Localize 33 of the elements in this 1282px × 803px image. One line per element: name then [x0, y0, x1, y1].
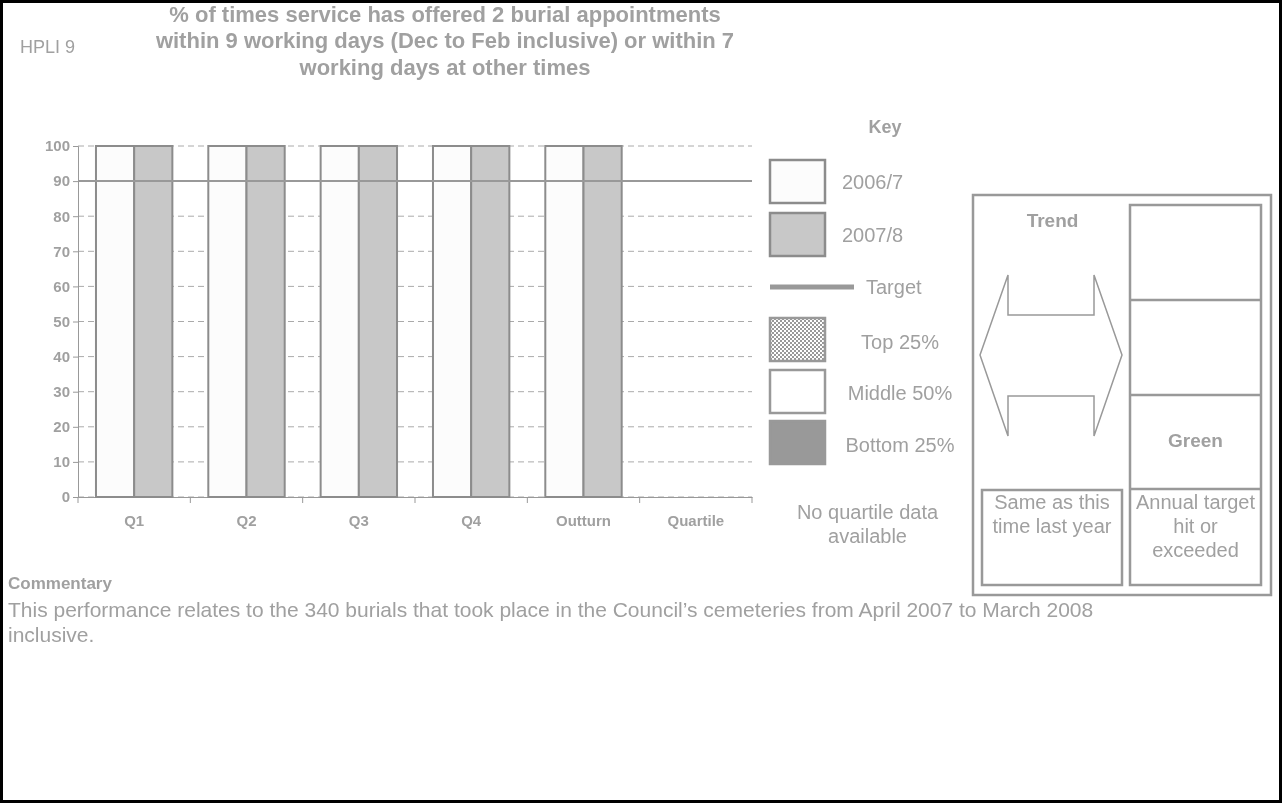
text: This performance relates to the 340 burials that took place in the Council’s cemeteries from April 2007 to March 2008 inclusive. — [8, 597, 1095, 648]
text: Same as this time last year — [991, 490, 1113, 538]
y-tick-label: 80 — [53, 207, 70, 225]
legend-label: Target — [866, 276, 923, 298]
y-tick-label: 90 — [53, 172, 70, 190]
x-tick-label: Outturn — [556, 511, 611, 529]
text: Bottom 25% — [844, 433, 956, 457]
y-tick-label: 10 — [53, 453, 70, 471]
y-tick-label: 20 — [53, 418, 70, 436]
text: HPLI 9 — [20, 37, 77, 59]
legend-label: 2006/7 — [842, 171, 904, 193]
y-tick-label: 60 — [53, 277, 70, 295]
text: No quartile data available — [795, 500, 940, 548]
x-tick-label: Q3 — [348, 511, 369, 529]
x-tick-label: Q1 — [124, 511, 145, 529]
text: Annual target hit or exceeded — [1135, 490, 1256, 562]
y-tick-label: 50 — [53, 312, 70, 330]
text: Commentary — [8, 574, 113, 595]
x-tick-label: Quartile — [667, 511, 725, 529]
y-tick-label: 100 — [44, 137, 70, 155]
legend-title: Key — [867, 117, 903, 139]
text: Trend — [1025, 210, 1080, 233]
legend-label: 2007/8 — [842, 224, 904, 246]
text: Green — [1167, 430, 1224, 453]
y-tick-label: 40 — [53, 347, 70, 365]
chart-title: % of times service has offered 2 burial appointments within 9 working days (Dec to Feb inclusive) or within 7 working days at other times — [154, 2, 736, 82]
x-tick-label: Q2 — [236, 511, 257, 529]
x-tick-label: Q4 — [461, 511, 482, 529]
text: Middle 50% — [846, 381, 954, 405]
y-tick-label: 0 — [61, 488, 70, 506]
y-tick-label: 70 — [53, 242, 70, 260]
y-tick-label: 30 — [53, 383, 70, 400]
text: Top 25% — [860, 330, 940, 354]
